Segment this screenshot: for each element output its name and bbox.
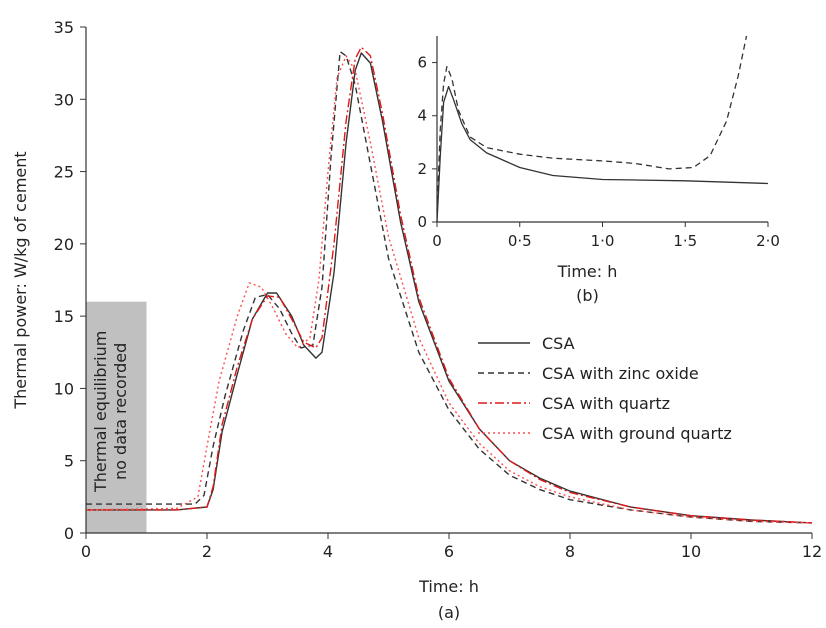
y-tick-label: 15 bbox=[54, 307, 74, 326]
legend: CSA CSA with zinc oxide CSA with quartz CSA… bbox=[478, 334, 732, 443]
inset-series-line bbox=[436, 35, 748, 212]
series-line bbox=[86, 46, 813, 524]
annotation-line: Thermal equilibrium bbox=[91, 331, 110, 493]
inset-x-tick-label: 0 bbox=[432, 232, 442, 250]
y-tick-label: 35 bbox=[54, 18, 74, 37]
x-tick-label: 10 bbox=[681, 542, 701, 561]
main-series-group bbox=[85, 46, 813, 524]
legend-label: CSA bbox=[542, 334, 575, 353]
inset-y-tick-label: 2 bbox=[417, 160, 427, 178]
y-tick-label: 25 bbox=[54, 163, 74, 182]
inset-x-axis-title: Time: h bbox=[557, 262, 618, 281]
series-line bbox=[86, 50, 813, 524]
inset-ticks: 0 0·5 1·0 1·5 2·0 0 2 4 6 bbox=[417, 54, 779, 250]
annotation-line: no data recorded bbox=[111, 343, 130, 480]
inset-x-tick-label: 1·5 bbox=[673, 232, 697, 250]
x-axis-title: Time: h bbox=[418, 577, 479, 596]
series-line bbox=[85, 55, 813, 524]
y-tick-label: 20 bbox=[54, 235, 74, 254]
thermal-equilibrium-region bbox=[86, 301, 147, 533]
inset-series-group bbox=[436, 35, 769, 223]
y-tick-label: 0 bbox=[64, 524, 74, 543]
series-line bbox=[86, 52, 813, 524]
legend-label: CSA with zinc oxide bbox=[542, 364, 699, 383]
legend-label: CSA with quartz bbox=[542, 394, 670, 413]
y-tick-label: 5 bbox=[64, 452, 74, 471]
x-tick-label: 6 bbox=[444, 542, 454, 561]
legend-label: CSA with ground quartz bbox=[542, 424, 732, 443]
x-tick-label: 12 bbox=[802, 542, 822, 561]
inset-y-tick-label: 6 bbox=[417, 54, 427, 72]
inset-x-tick-label: 1·0 bbox=[591, 232, 615, 250]
inset-chart-panel: 0 0·5 1·0 1·5 2·0 0 2 4 6 Time: h (b) bbox=[417, 35, 780, 305]
main-chart-panel: Thermal equilibrium no data recorded 0 2 4 6… bbox=[11, 18, 822, 622]
inset-y-tick-label: 4 bbox=[417, 107, 427, 125]
x-tick-label: 4 bbox=[323, 542, 333, 561]
inset-series-line bbox=[436, 85, 769, 223]
main-axes bbox=[85, 27, 812, 534]
inset-axes bbox=[436, 36, 768, 223]
x-tick-label: 8 bbox=[565, 542, 575, 561]
inset-x-tick-label: 0·5 bbox=[508, 232, 532, 250]
y-tick-label: 30 bbox=[54, 90, 74, 109]
panel-label-a: (a) bbox=[438, 603, 460, 622]
x-tick-label: 2 bbox=[202, 542, 212, 561]
inset-y-tick-label: 0 bbox=[417, 213, 427, 231]
thermal-equilibrium-annotation: Thermal equilibrium no data recorded bbox=[91, 331, 130, 493]
y-axis-title: Thermal power: W/kg of cement bbox=[11, 151, 30, 409]
y-tick-label: 10 bbox=[54, 379, 74, 398]
x-tick-label: 0 bbox=[81, 542, 91, 561]
panel-label-b: (b) bbox=[576, 286, 599, 305]
inset-x-tick-label: 2·0 bbox=[756, 232, 780, 250]
